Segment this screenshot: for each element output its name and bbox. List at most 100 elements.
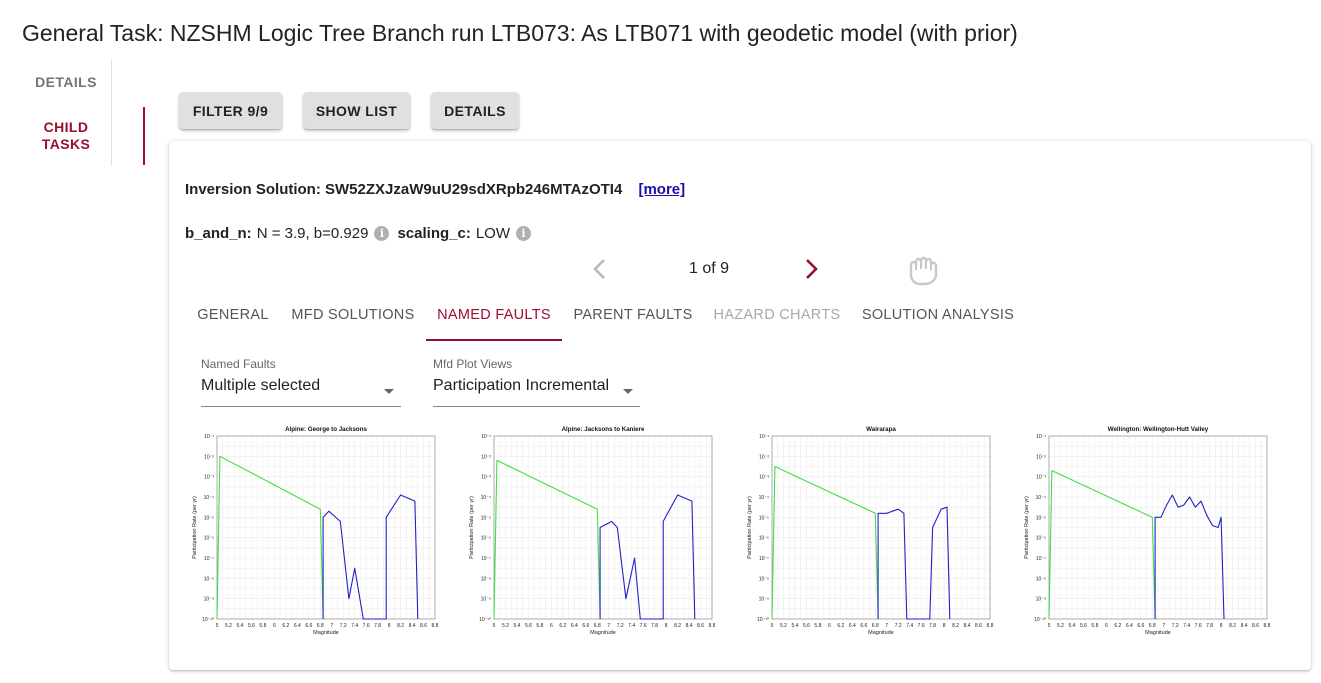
mfd-plot-views-select[interactable]: Mfd Plot Views Participation Incremental: [433, 357, 640, 407]
y-tick-label: 10⁻⁸: [1036, 576, 1046, 582]
y-tick-label: 10⁻⁵: [204, 515, 214, 521]
y-tick-label: 10⁻¹: [759, 434, 769, 440]
x-axis-label: Magnitude: [313, 630, 339, 636]
chevron-right-icon[interactable]: [800, 256, 822, 282]
named-faults-select[interactable]: Named Faults Multiple selected: [201, 357, 401, 407]
filter-button[interactable]: FILTER 9/9: [179, 92, 282, 129]
x-tick-label: 7.8: [1206, 623, 1213, 629]
mfd-chart-svg: Wellington: Wellington-Hutt Valley 5 5.2 5.…: [1024, 426, 1271, 636]
side-nav-divider: [111, 60, 112, 166]
x-tick-label: 8.2: [397, 623, 404, 629]
y-tick-label: 10⁻⁸: [481, 576, 491, 582]
y-tick-label: 10⁻⁹: [759, 597, 769, 603]
x-axis-label: Magnitude: [590, 630, 616, 636]
x-tick-label: 8: [665, 623, 668, 629]
info-icon[interactable]: i: [374, 226, 390, 241]
mfd-chart-svg: Wairarapa 5 5.2 5.4 5.6 5.8 6 6.2 6.4 6.6 6.8 7 7.2 7…: [747, 426, 994, 636]
prior-series-line: [771, 465, 879, 620]
x-tick-label: 8.6: [697, 623, 704, 629]
y-tick-label: 10⁻⁶: [1036, 536, 1046, 542]
tab-general[interactable]: GENERAL: [197, 307, 269, 323]
side-tab-details[interactable]: DETAILS: [35, 74, 97, 90]
x-tick-label: 5.4: [791, 623, 798, 629]
x-tick-label: 7.4: [628, 623, 635, 629]
scaling-c-value: LOW: [475, 225, 510, 242]
b-and-n-value: N = 3.9, b=0.929: [256, 225, 369, 242]
y-tick-label: 10⁻¹: [204, 434, 214, 440]
b-and-n-key: b_and_n:: [185, 225, 252, 242]
x-tick-label: 7.8: [929, 623, 936, 629]
x-tick-label: 6.6: [1137, 623, 1144, 629]
dropdown-arrow-icon: [384, 389, 394, 394]
hand-grab-icon[interactable]: [905, 253, 945, 287]
x-tick-label: 8.4: [1241, 623, 1248, 629]
x-tick-label: 8.8: [1264, 623, 1271, 629]
x-tick-label: 6: [550, 623, 553, 629]
pager-text: 1 of 9: [688, 260, 730, 277]
page-title: General Task: NZSHM Logic Tree Branch ru…: [22, 20, 1018, 46]
y-tick-label: 10⁻³: [1036, 475, 1046, 481]
y-tick-label: 10⁻¹⁰: [479, 617, 491, 623]
tab-solution-analysis[interactable]: SOLUTION ANALYSIS: [861, 307, 1015, 323]
plot-frame: [771, 435, 991, 620]
x-tick-label: 6: [273, 623, 276, 629]
y-tick-label: 10⁻⁶: [204, 536, 214, 542]
prior-series-line: [1048, 470, 1156, 620]
inversion-solution-label: Inversion Solution: SW52ZXJzaW9uU29sdXRp…: [185, 181, 623, 198]
y-tick-label: 10⁻⁶: [481, 536, 491, 542]
y-tick-label: 10⁻⁸: [759, 576, 769, 582]
x-tick-label: 8.4: [686, 623, 693, 629]
x-tick-label: 7.2: [895, 623, 902, 629]
y-tick-label: 10⁻⁷: [481, 556, 491, 562]
solution-series-line: [877, 506, 951, 620]
x-tick-label: 5.2: [780, 623, 787, 629]
y-tick-label: 10⁻³: [759, 475, 769, 481]
tab-parent-faults[interactable]: PARENT FAULTS: [573, 307, 693, 323]
x-tick-label: 6: [828, 623, 831, 629]
x-tick-label: 6.4: [571, 623, 578, 629]
show-list-button[interactable]: SHOW LIST: [303, 92, 410, 129]
chart-title: Alpine: George to Jacksons: [285, 426, 367, 433]
x-tick-label: 5.6: [525, 623, 532, 629]
mfd-plot-views-select-value: Participation Incremental: [433, 377, 610, 394]
solution-card: Inversion Solution: SW52ZXJzaW9uU29sdXRp…: [169, 141, 1311, 670]
x-tick-label: 6.8: [872, 623, 879, 629]
prior-series-line: [493, 459, 601, 620]
y-tick-label: 10⁻⁵: [759, 515, 769, 521]
x-tick-label: 6.6: [860, 623, 867, 629]
x-tick-label: 6.8: [594, 623, 601, 629]
x-tick-label: 7: [330, 623, 333, 629]
x-tick-label: 5: [771, 623, 774, 629]
side-tab-child-tasks[interactable]: CHILD TASKS: [41, 119, 91, 152]
x-tick-label: 5.4: [1068, 623, 1075, 629]
x-tick-label: 7.4: [351, 623, 358, 629]
info-icon[interactable]: i: [516, 226, 531, 241]
details-button[interactable]: DETAILS: [431, 92, 519, 129]
chevron-left-icon[interactable]: [589, 256, 611, 282]
more-link[interactable]: [more]: [638, 181, 686, 198]
x-tick-label: 7.2: [1172, 623, 1179, 629]
solution-series-line: [599, 494, 696, 620]
x-tick-label: 6: [1105, 623, 1108, 629]
x-tick-label: 5.8: [1091, 623, 1098, 629]
dropdown-arrow-icon: [623, 389, 633, 394]
solution-series-line: [1154, 494, 1225, 620]
tab-hazard-charts: HAZARD CHARTS: [713, 307, 841, 323]
mfd-chart: Wellington: Wellington-Hutt Valley 5 5.2 5.…: [1019, 423, 1274, 645]
y-tick-label: 10⁻⁷: [204, 556, 214, 562]
select-underline: [433, 406, 640, 407]
mfd-plot-views-select-label: Mfd Plot Views: [433, 357, 513, 371]
y-tick-label: 10⁻³: [481, 475, 491, 481]
x-tick-label: 6.4: [1126, 623, 1133, 629]
x-tick-label: 8.8: [987, 623, 994, 629]
x-tick-label: 7: [607, 623, 610, 629]
tab-mfd-solutions[interactable]: MFD SOLUTIONS: [291, 307, 415, 323]
y-axis-label: Participation Rate (per yr): [747, 496, 753, 559]
tab-named-faults[interactable]: NAMED FAULTS: [437, 307, 551, 323]
x-tick-label: 7.6: [640, 623, 647, 629]
y-axis-label: Participation Rate (per yr): [469, 496, 475, 559]
x-tick-label: 7.8: [374, 623, 381, 629]
mfd-chart: Wairarapa 5 5.2 5.4 5.6 5.8 6 6.2 6.4 6.6 6.8 7 7.2 7…: [742, 423, 997, 645]
prior-series-line: [216, 455, 324, 620]
x-tick-label: 7.4: [1183, 623, 1190, 629]
